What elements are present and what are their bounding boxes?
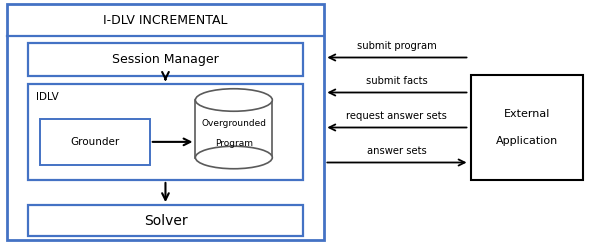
Text: I-DLV INCREMENTAL: I-DLV INCREMENTAL [103, 14, 228, 26]
Text: Program: Program [215, 139, 253, 148]
Bar [40, 119, 150, 165]
Text: Solver: Solver [144, 214, 188, 228]
Bar [7, 4, 324, 240]
Ellipse shape [195, 146, 272, 169]
Text: submit program: submit program [357, 41, 437, 51]
Text: answer sets: answer sets [367, 146, 427, 156]
Bar [471, 75, 583, 180]
Text: Grounder: Grounder [70, 137, 120, 147]
Text: submit facts: submit facts [366, 76, 428, 86]
Text: Application: Application [496, 136, 558, 146]
Text: request answer sets: request answer sets [346, 111, 448, 121]
Bar [28, 205, 303, 236]
Text: IDLV: IDLV [36, 92, 58, 102]
Ellipse shape [195, 89, 272, 111]
Bar [28, 42, 303, 76]
Text: Session Manager: Session Manager [112, 53, 219, 66]
Text: Overgrounded: Overgrounded [201, 119, 266, 128]
Bar [195, 100, 272, 158]
Bar [28, 84, 303, 180]
Text: External: External [504, 109, 550, 119]
